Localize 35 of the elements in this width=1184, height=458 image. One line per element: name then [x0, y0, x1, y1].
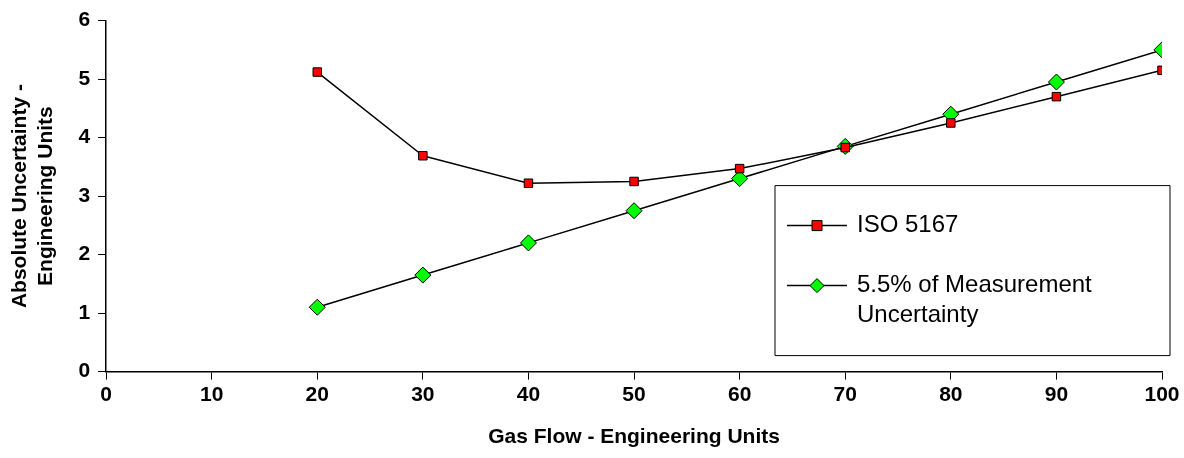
- x-tick-label: 30: [411, 382, 435, 405]
- point: [625, 202, 643, 220]
- y-tick-label: 4: [78, 124, 91, 148]
- x-tick-label: 10: [199, 382, 224, 405]
- x-tick-label: 90: [1044, 382, 1069, 405]
- point: [519, 234, 537, 252]
- point: [946, 118, 956, 128]
- point: [1051, 91, 1062, 102]
- point: [312, 67, 323, 77]
- point: [414, 266, 432, 284]
- y-axis-title: Absolute Uncertainty - Engineering Units: [7, 84, 56, 309]
- y-tick-label: 3: [78, 182, 91, 206]
- x-tick-label: 100: [1144, 382, 1180, 405]
- x-tick-label: 50: [622, 382, 646, 405]
- point: [308, 298, 326, 316]
- y-tick-label: 0: [78, 358, 91, 382]
- x-tick-label: 70: [833, 382, 857, 405]
- point: [1047, 73, 1065, 91]
- y-tick-label: 5: [78, 65, 91, 89]
- x-tick-label: 60: [727, 382, 752, 405]
- point: [731, 170, 749, 188]
- legend-label: ISO 5167: [857, 210, 959, 238]
- x-tick-label: 0: [100, 382, 112, 405]
- legend-label: 5.5% of Measurement Uncertainty: [857, 270, 1093, 328]
- y-tick-label: 1: [78, 299, 91, 323]
- x-tick-label: 80: [939, 382, 963, 405]
- x-tick-label: 20: [305, 382, 329, 405]
- y-tick-label: 2: [78, 241, 91, 265]
- y-tick-label: 6: [78, 7, 91, 31]
- point: [418, 150, 428, 161]
- point: [629, 176, 639, 187]
- point: [523, 178, 534, 188]
- x-tick-label: 40: [516, 382, 541, 405]
- x-axis-title: Gas Flow - Engineering Units: [488, 424, 780, 448]
- point: [734, 163, 745, 174]
